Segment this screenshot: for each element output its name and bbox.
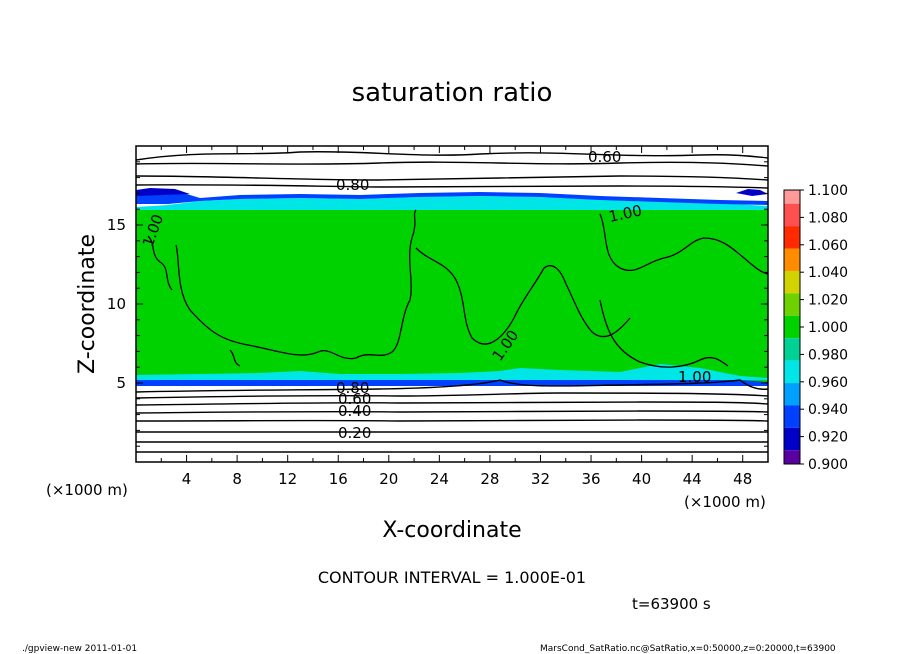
colorbar-swatch [784,293,800,316]
colorbar-swatch [784,383,800,406]
colorbar-label: 1.100 [808,183,848,199]
contour-label-080-bottom: 0.80 [336,379,369,397]
unity-contours [147,209,769,368]
x-tick-label: 36 [581,470,600,488]
contour-interval-text: CONTOUR INTERVAL = 1.000E-01 [318,568,586,587]
colorbar-swatch [784,226,800,249]
x-unit-right: (×1000 m) [684,493,766,511]
plot-area [135,145,769,463]
colorbar-label: 1.000 [808,320,848,336]
colorbar-label: 0.920 [808,430,848,446]
y-tick-labels: 5 10 15 [107,216,126,392]
contour-labels: 0.60 0.80 1.00 1.00 1.00 1.00 0.80 0.60 … [139,148,712,442]
colorbar-swatches [784,190,800,464]
colorbar-swatch [784,270,800,294]
x-tick-label: 12 [278,470,297,488]
x-tick-label: 4 [182,470,192,488]
y-tick-label: 5 [116,374,126,392]
lower-band-cyan [136,364,768,380]
colorbar-swatch [784,203,800,227]
x-tick-label: 28 [480,470,499,488]
contour-label-060-top: 0.60 [588,148,621,166]
lower-band-blue [136,368,768,386]
footer-right: MarsCond_SatRatio.nc@SatRatio,x=0:50000,… [540,644,836,654]
x-tick-label: 16 [329,470,348,488]
lower-contours [135,379,769,453]
contour-label-040: 0.40 [338,402,371,420]
upper-contours [135,150,769,189]
chart-title: saturation ratio [352,78,553,108]
colorbar-swatch [784,450,800,464]
colorbar-label: 1.040 [808,265,848,281]
contour-label-100-d: 1.00 [678,368,711,386]
y-axis-label: Z-coordinate [75,234,100,374]
x-tick-label: 20 [379,470,398,488]
y-tick-label: 10 [107,295,126,313]
colorbar-swatch [784,190,800,204]
colorbar: 1.100 1.080 1.060 1.040 1.020 1.000 0.980 0.960… [783,183,848,473]
x-tick-label: 40 [632,470,651,488]
time-text: t=63900 s [632,595,711,613]
x-tick-labels: 4 8 12 16 20 24 28 32 36 40 44 48 [182,470,752,488]
x-tick-label: 48 [733,470,752,488]
transition-band-dark [136,188,190,196]
colorbar-label: 1.060 [808,238,848,254]
x-tick-marks [160,146,744,462]
colorbar-swatch [784,360,800,384]
colorbar-label: 0.980 [808,347,848,363]
colorbar-label: 0.940 [808,402,848,418]
x-tick-label: 24 [430,470,449,488]
colorbar-label: 0.900 [808,457,848,473]
x-tick-label: 32 [531,470,550,488]
colorbar-swatch [784,315,800,339]
y-tick-marks [136,161,768,447]
transition-band-blue [136,192,768,205]
contour-label-080-top: 0.80 [336,176,369,194]
x-tick-label: 44 [683,470,702,488]
colorbar-labels: 1.100 1.080 1.060 1.040 1.020 1.000 0.980 0.960… [800,183,848,473]
colorbar-swatch [784,338,800,361]
transition-patch-right [736,189,768,196]
colorbar-label: 1.020 [808,293,848,309]
x-unit-left: (×1000 m) [46,481,128,499]
x-tick-label: 8 [232,470,242,488]
colorbar-label: 0.960 [808,375,848,391]
y-tick-label: 15 [107,216,126,234]
contour-label-020: 0.20 [338,424,371,442]
colorbar-label: 1.080 [808,210,848,226]
footer-left: ./gpview-new 2011-01-01 [22,644,137,654]
colorbar-swatch [784,248,800,271]
x-axis-label: X-coordinate [382,518,521,543]
saturated-region [136,207,768,382]
colorbar-swatch [784,405,800,428]
contour-label-060-bottom: 0.60 [338,390,371,408]
colorbar-swatch [784,427,800,451]
